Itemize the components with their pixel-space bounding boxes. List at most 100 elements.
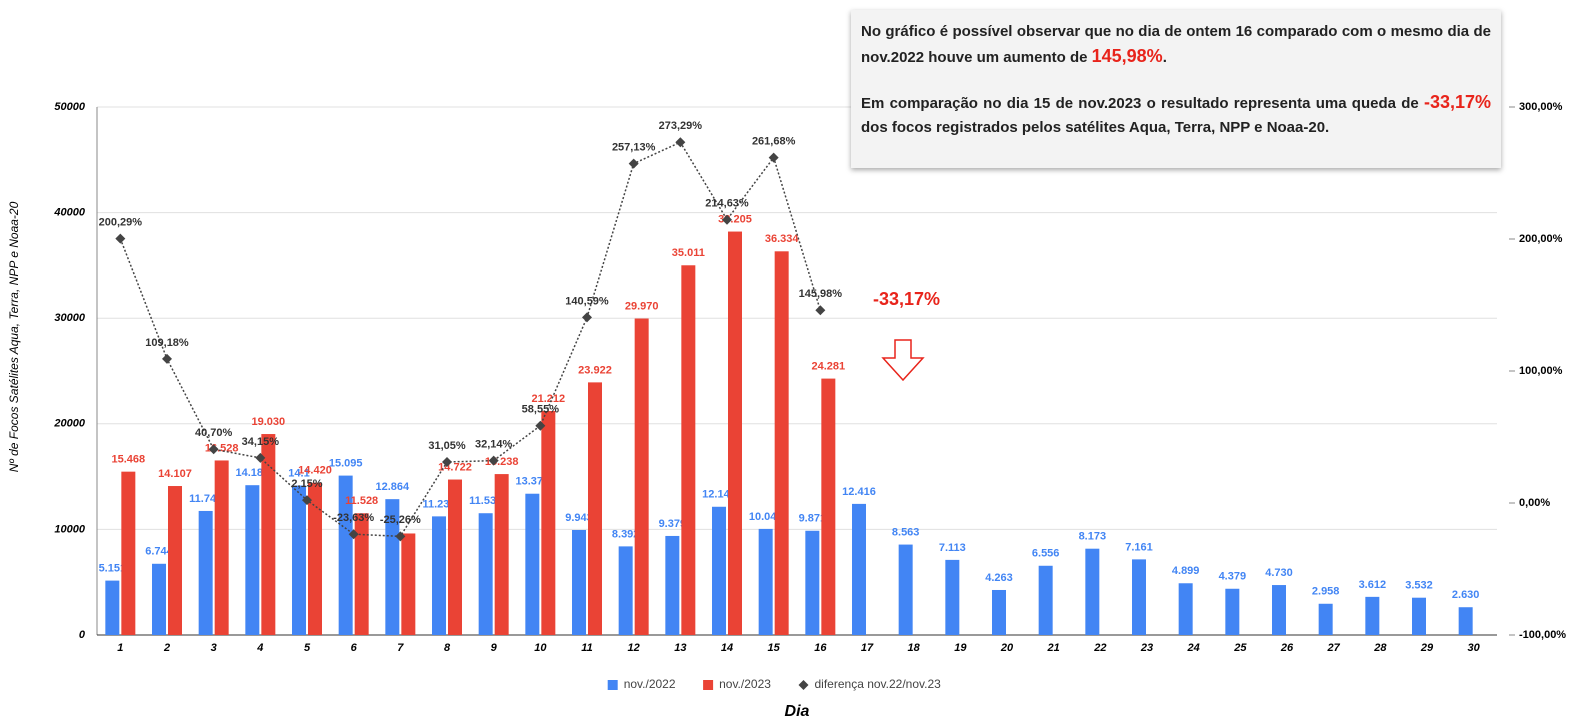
value-label: -23,63% <box>333 512 374 524</box>
x-tick-label: 12 <box>628 642 640 654</box>
value-label: 6.744 <box>145 546 173 558</box>
annotation-highlight: -33,17% <box>1423 92 1491 112</box>
bar <box>1085 548 1100 635</box>
x-tick-label: 23 <box>1140 642 1153 654</box>
x-tick-label: 18 <box>908 642 921 654</box>
value-label: 8.563 <box>892 526 920 538</box>
value-label: 23.922 <box>578 364 612 376</box>
x-tick-label: 3 <box>211 642 217 654</box>
value-label: 9.943 <box>565 512 593 524</box>
y-tick-label: 10000 <box>54 523 85 535</box>
line-marker <box>348 529 359 540</box>
y-tick-label: 0 <box>79 629 86 641</box>
value-label: 6.556 <box>1032 548 1060 560</box>
value-label: 4.730 <box>1265 567 1293 579</box>
y2-tick-label: 0,00% <box>1519 497 1550 509</box>
line-marker <box>768 152 779 163</box>
value-label: 36.334 <box>765 233 800 245</box>
bar <box>354 513 369 635</box>
line-marker <box>488 455 499 466</box>
bar <box>898 544 913 635</box>
value-label: 31,05% <box>428 440 466 452</box>
value-label: 4.263 <box>985 572 1013 584</box>
value-label: 8.173 <box>1079 531 1107 543</box>
annotation-text: Em comparação no dia 15 de nov.2023 o re… <box>861 95 1424 112</box>
value-label: 140,59% <box>565 295 609 307</box>
bar <box>121 471 136 635</box>
x-tick-label: 4 <box>256 642 263 654</box>
x-tick-label: 9 <box>491 642 498 654</box>
bar <box>105 580 120 635</box>
value-label: 12.864 <box>376 481 411 493</box>
x-tick-label: 16 <box>814 642 827 654</box>
value-label: 12.416 <box>842 486 876 498</box>
bar <box>478 513 493 635</box>
x-tick-label: 28 <box>1373 642 1387 654</box>
value-label: 35.011 <box>672 247 705 259</box>
bar <box>152 563 166 635</box>
bar <box>852 503 866 635</box>
value-label: 7.113 <box>939 542 966 554</box>
bar <box>214 460 229 635</box>
y2-tick-label: 300,00% <box>1519 101 1563 113</box>
value-label: 4.899 <box>1172 565 1200 577</box>
line-marker <box>815 305 826 316</box>
line-marker <box>395 531 406 542</box>
value-label: 21.212 <box>532 393 566 405</box>
value-label: 7.161 <box>1125 541 1153 553</box>
x-tick-label: 22 <box>1093 642 1106 654</box>
bar <box>261 434 276 635</box>
value-label: 40,70% <box>195 427 233 439</box>
line-marker <box>115 233 126 244</box>
value-label: 14.1 <box>288 467 309 479</box>
bar <box>1458 607 1473 635</box>
x-tick-label: 14 <box>721 642 733 654</box>
bar <box>1318 603 1333 635</box>
value-label: 13.379 <box>516 476 550 488</box>
y2-tick-label: -100,00% <box>1519 629 1566 641</box>
value-label: 29.970 <box>625 300 659 312</box>
value-label: 58,55% <box>522 404 560 416</box>
value-label: 214,63% <box>705 198 749 210</box>
annotation-highlight: 145,98% <box>1091 46 1163 66</box>
bar <box>525 493 540 635</box>
bar <box>541 411 556 635</box>
x-tick-label: 15 <box>768 642 781 654</box>
legend-marker <box>798 680 809 690</box>
value-label: 261,68% <box>752 135 796 147</box>
bar <box>821 378 836 635</box>
x-tick-label: 13 <box>674 642 686 654</box>
value-label: 15.095 <box>329 458 363 470</box>
y-tick-label: 40000 <box>53 207 85 219</box>
value-label: 14.107 <box>158 468 192 480</box>
x-tick-label: 25 <box>1233 642 1247 654</box>
value-label: 24.281 <box>812 360 846 372</box>
bar <box>774 251 789 635</box>
y-tick-label: 30000 <box>54 312 85 324</box>
x-tick-label: 2 <box>163 642 170 654</box>
legend-swatch <box>703 680 714 690</box>
value-label: 32,14% <box>475 438 513 450</box>
annotation-paragraph: No gráfico é possível observar que no di… <box>861 20 1491 70</box>
bar <box>198 510 213 635</box>
bar <box>805 530 820 635</box>
value-label: 2.630 <box>1452 589 1480 601</box>
value-label: 19.030 <box>252 416 286 428</box>
bar <box>245 485 260 635</box>
line-marker <box>675 137 686 148</box>
callout: -33,17% <box>873 289 940 309</box>
bar <box>712 506 726 635</box>
bar <box>168 486 182 635</box>
value-label: 145,98% <box>799 288 843 300</box>
value-label: 200,29% <box>99 217 143 229</box>
value-label: -25,26% <box>380 514 421 526</box>
annotation-text: dos focos registrados pelos satélites Aq… <box>861 119 1330 136</box>
x-tick-label: 10 <box>534 642 547 654</box>
value-label: 11.532 <box>469 495 502 507</box>
value-label: 2.958 <box>1312 586 1340 598</box>
x-tick-label: 27 <box>1327 642 1341 654</box>
legend-label: nov./2023 <box>719 677 771 691</box>
x-tick-label: 8 <box>444 642 451 654</box>
